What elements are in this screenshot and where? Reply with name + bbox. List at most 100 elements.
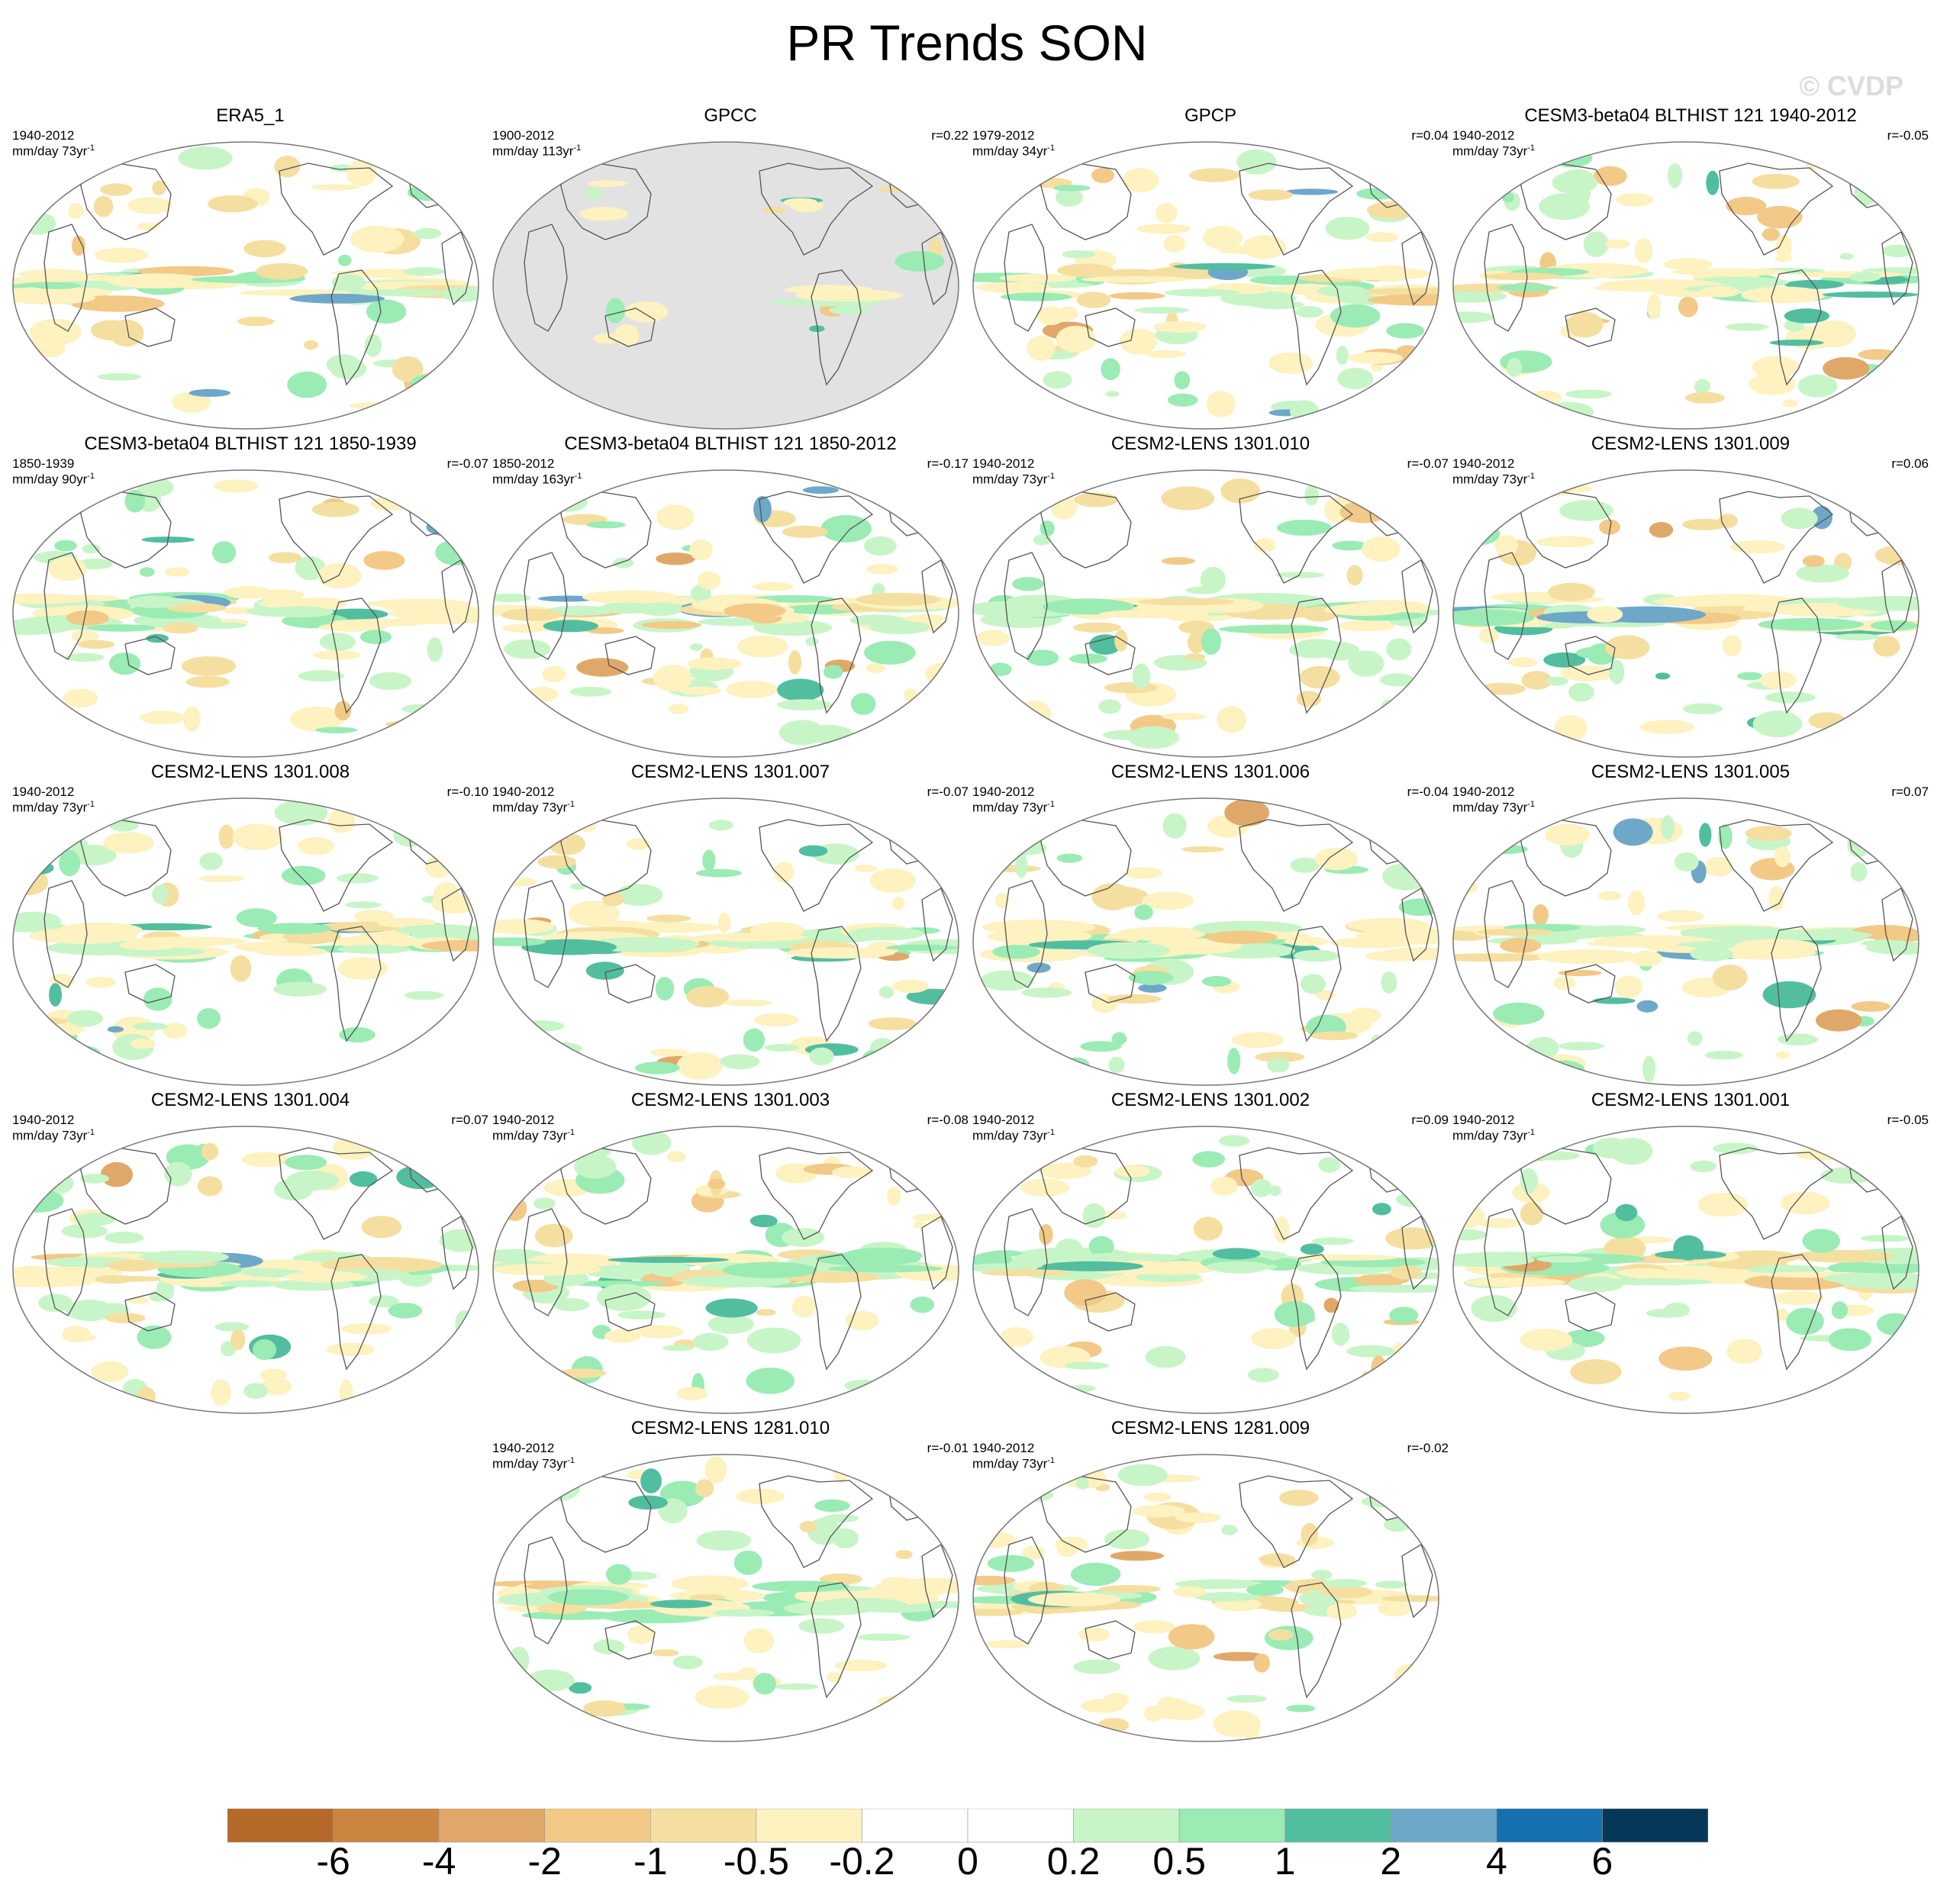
wet-trend-patch — [31, 282, 82, 289]
wet-trend-patch — [1752, 710, 1803, 738]
wet-trend-patch — [1529, 1151, 1581, 1161]
wet-trend-patch — [1811, 730, 1854, 755]
dry-trend-patch — [1187, 631, 1206, 654]
wet-trend-patch — [1615, 1203, 1638, 1222]
wet-trend-patch — [878, 986, 894, 999]
wet-trend-patch — [1332, 540, 1368, 551]
map-panel: CESM2-LENS 1301.004 1940-2012 mm/day 73yr-… — [11, 1090, 490, 1418]
wet-trend-patch — [1694, 379, 1710, 395]
dry-trend-patch — [433, 881, 460, 910]
dry-trend-patch — [1402, 1181, 1418, 1191]
wet-trend-patch — [545, 605, 614, 616]
map-border — [972, 1126, 1439, 1414]
dry-trend-patch — [1864, 1150, 1916, 1163]
dry-trend-patch — [1390, 1265, 1422, 1280]
colorbar-segment — [1073, 1809, 1180, 1843]
colorbar-tick-label: 4 — [1485, 1840, 1507, 1883]
map-border — [972, 1454, 1439, 1742]
wet-trend-patch — [1834, 633, 1881, 641]
dry-trend-patch — [652, 1649, 679, 1657]
robinson-map — [972, 469, 1439, 758]
wet-trend-patch — [49, 983, 62, 1007]
wet-trend-patch — [816, 1597, 907, 1612]
wet-trend-patch — [1706, 170, 1720, 195]
wet-trend-patch — [67, 1010, 104, 1027]
wet-trend-patch — [521, 1610, 624, 1620]
wet-trend-patch — [427, 637, 443, 662]
wet-trend-patch — [1725, 323, 1768, 331]
dry-trend-patch — [131, 1038, 156, 1049]
dry-trend-patch — [1752, 173, 1800, 189]
wet-trend-patch — [1148, 1646, 1201, 1670]
wet-trend-patch — [219, 1280, 279, 1287]
wet-trend-patch — [1001, 838, 1018, 852]
dry-trend-patch — [1827, 152, 1872, 172]
wet-trend-patch — [1778, 1033, 1818, 1045]
wet-trend-patch — [1087, 1252, 1150, 1261]
wet-trend-patch — [1558, 1042, 1604, 1051]
coastline — [124, 636, 176, 675]
dry-trend-patch — [388, 607, 479, 620]
dry-trend-patch — [907, 1381, 936, 1401]
wet-trend-patch — [1822, 292, 1919, 298]
panel-correlation: r=-0.07 — [927, 784, 969, 799]
coastline — [124, 308, 176, 347]
robinson-map — [1452, 141, 1919, 430]
wet-trend-patch — [1839, 253, 1854, 260]
dry-trend-patch — [1027, 335, 1056, 361]
wet-trend-patch — [1101, 358, 1120, 381]
wet-trend-patch — [189, 388, 230, 397]
dry-trend-patch — [642, 620, 701, 630]
coastline — [1085, 308, 1136, 347]
map-panel: CESM2-LENS 1301.005 1940-2012 mm/day 73yr-… — [1451, 762, 1930, 1090]
coastline — [560, 1147, 652, 1225]
coastline — [80, 491, 172, 569]
dry-trend-patch — [1477, 928, 1554, 936]
dry-trend-patch — [1627, 890, 1646, 916]
dry-trend-patch — [412, 731, 457, 739]
units-exponent: -1 — [573, 143, 582, 153]
wet-trend-patch — [1221, 1525, 1238, 1535]
dry-trend-patch — [517, 704, 538, 732]
dry-trend-patch — [1730, 540, 1785, 554]
dry-trend-patch — [424, 855, 453, 878]
dry-trend-patch — [614, 324, 640, 347]
dry-trend-patch — [1202, 226, 1243, 250]
colorbar-tick-label: 2 — [1380, 1840, 1402, 1883]
dry-trend-patch — [875, 1578, 959, 1594]
units-exponent: -1 — [1527, 1128, 1536, 1137]
colorbar-tick-label: 0.2 — [1046, 1840, 1101, 1883]
dry-trend-patch — [1027, 1592, 1121, 1606]
wet-trend-patch — [521, 939, 617, 955]
coastline — [1520, 163, 1612, 240]
panel-correlation: r=-0.05 — [1887, 1113, 1929, 1127]
wet-trend-patch — [1849, 272, 1881, 282]
wet-trend-patch — [1098, 699, 1121, 714]
coastline — [560, 163, 652, 240]
wet-trend-patch — [1763, 929, 1872, 941]
wet-trend-patch — [1871, 1042, 1913, 1065]
coastline — [124, 964, 176, 1004]
robinson-map — [972, 797, 1439, 1086]
dry-trend-patch — [983, 1481, 1023, 1492]
coastline — [1771, 926, 1822, 1042]
wet-trend-patch — [1473, 844, 1528, 855]
wet-trend-patch — [1520, 403, 1539, 413]
dry-trend-patch — [68, 202, 84, 219]
dry-trend-patch — [140, 710, 185, 725]
wet-trend-patch — [285, 1155, 327, 1171]
panel-units: mm/day 73yr-1 — [972, 1456, 1056, 1471]
dry-trend-patch — [548, 833, 585, 855]
dry-trend-patch — [1647, 293, 1661, 320]
dry-trend-patch — [1073, 1155, 1098, 1168]
dry-trend-patch — [321, 1257, 443, 1273]
dry-trend-patch — [1597, 891, 1623, 900]
dry-trend-patch — [704, 1456, 727, 1484]
panel-units: mm/day 73yr-1 — [1452, 472, 1536, 487]
wet-trend-patch — [1073, 1659, 1121, 1674]
wet-trend-patch — [1007, 1487, 1054, 1503]
wet-trend-patch — [1796, 564, 1849, 583]
panel-period: 1940-2012 — [492, 1441, 555, 1455]
coastline — [1401, 888, 1433, 962]
dry-trend-patch — [1152, 321, 1207, 333]
